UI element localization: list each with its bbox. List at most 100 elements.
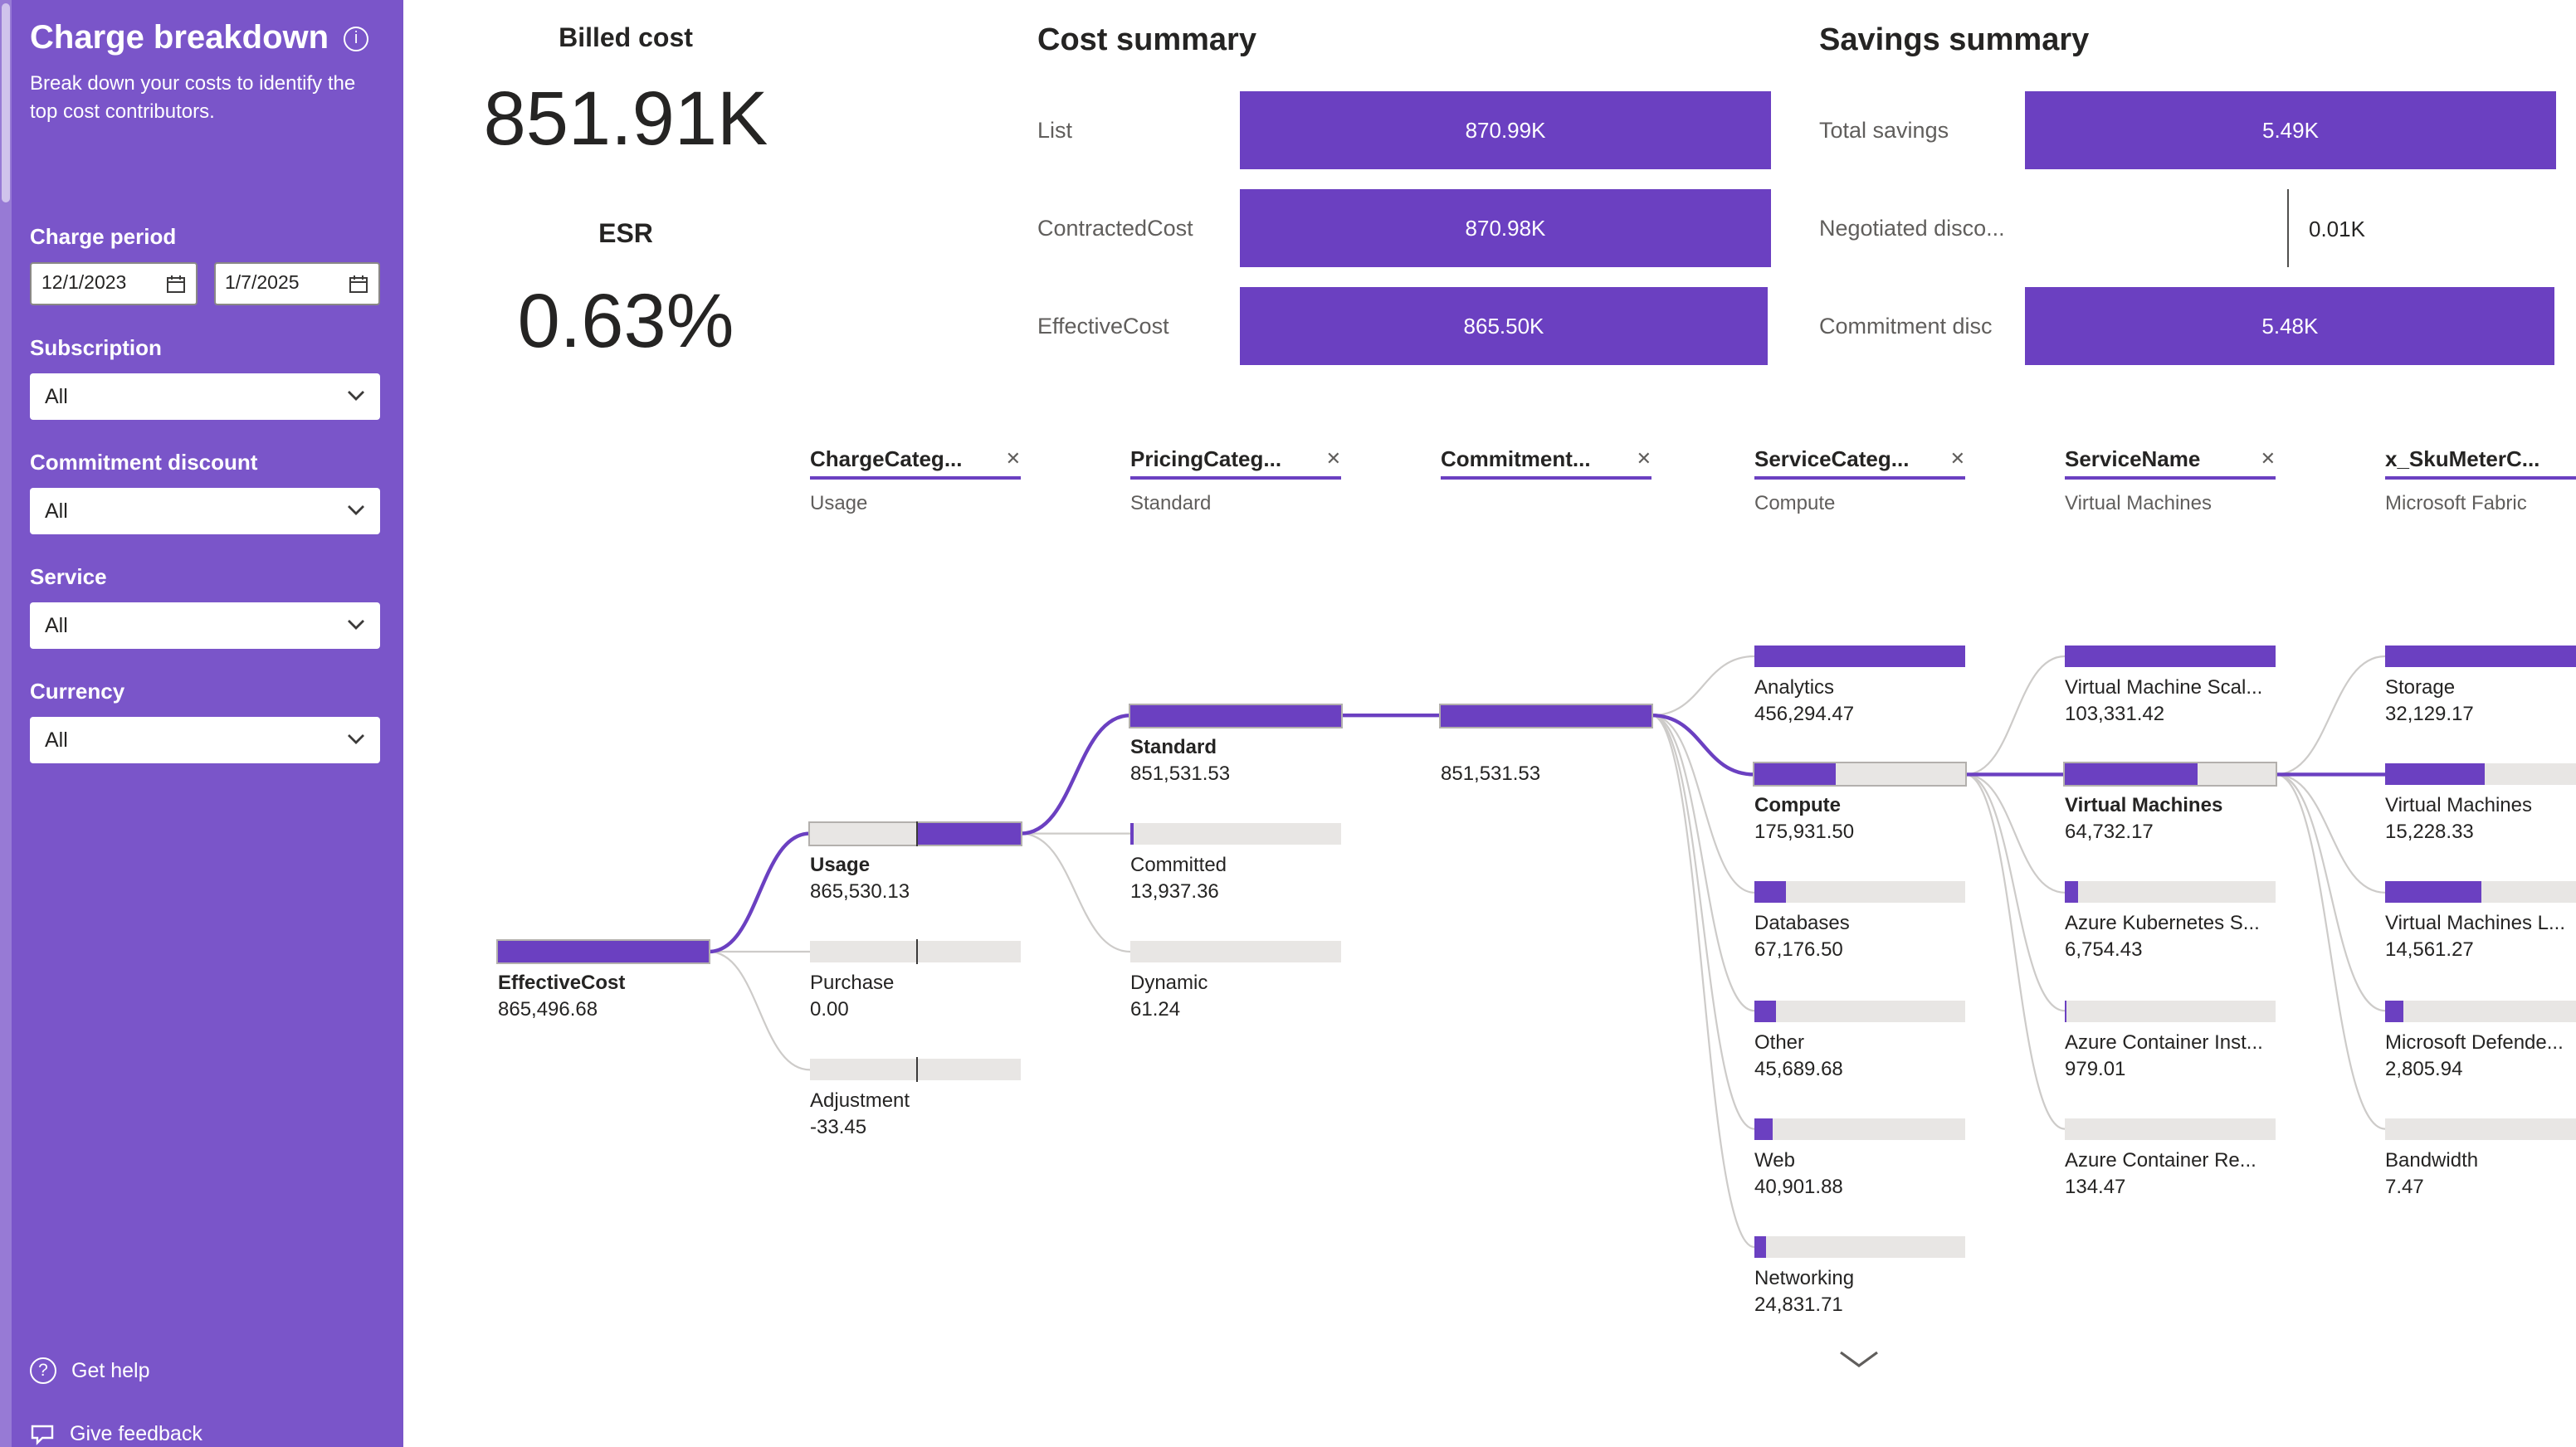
tree-field-header[interactable]: ServiceCateg... ✕ Compute [1754,446,1965,514]
tree-node-bar[interactable] [2385,881,2576,904]
cost-summary-row-label: ContractedCost [1037,216,1193,241]
tree-node-bar[interactable] [1754,646,1965,667]
tree-node[interactable]: Virtual Machines L... 14,561.27 [2385,881,2576,963]
savings-summary-bar[interactable]: 5.49K [2025,91,2556,169]
tree-node[interactable]: Azure Container Inst... 979.01 [2065,1000,2276,1081]
tree-node-value: 13,937.36 [1130,879,1219,903]
tree-field-header[interactable]: x_SkuMeterC...✕ Microsoft Fabric [2385,446,2576,514]
tree-field-header[interactable]: PricingCateg... ✕ Standard [1130,446,1341,514]
tree-node-bar[interactable] [1754,1000,1965,1022]
tree-node-bar-fill [1130,704,1341,727]
currency-dropdown[interactable]: All [30,716,380,763]
tree-node[interactable]: Networking 24,831.71 [1754,1236,1965,1318]
tree-node-bar[interactable] [1754,1236,1965,1258]
calendar-icon[interactable] [165,273,185,293]
tree-node-value: -33.45 [810,1115,867,1139]
commitment-discount-dropdown[interactable]: All [30,487,380,534]
tree-node-label [1441,733,1651,759]
tree-node[interactable]: 851,531.53 [1441,704,1651,786]
esr-label: ESR [598,221,653,249]
tree-node-bar[interactable] [1130,822,1341,845]
tree-node-bar[interactable] [810,821,1021,846]
tree-node[interactable]: Web 40,901.88 [1754,1118,1965,1200]
subscription-dropdown[interactable]: All [30,373,380,420]
tree-node[interactable]: Virtual Machine Scal... 103,331.42 [2065,646,2276,727]
get-help-label: Get help [71,1359,150,1382]
close-icon[interactable]: ✕ [1005,450,1021,470]
tree-field-label: x_SkuMeterC... [2385,446,2540,471]
tree-node-bar[interactable] [498,941,709,962]
zero-baseline [2287,189,2289,267]
tree-node[interactable]: Usage 865,530.13 [810,821,1021,904]
tree-node[interactable]: Storage 32,129.17 [2385,646,2576,727]
tree-field-header[interactable]: Commitment... ✕ [1441,446,1651,514]
tree-node-bar[interactable] [2065,1118,2276,1140]
savings-summary-bar[interactable]: 5.48K [2025,287,2555,365]
tree-node-bar[interactable] [1754,881,1965,904]
tree-node-value: 7.47 [2385,1174,2424,1198]
tree-node-bar[interactable] [2065,881,2276,904]
tree-node[interactable]: Azure Kubernetes S... 6,754.43 [2065,881,2276,963]
tree-node-label: Standard [1130,734,1217,758]
start-date-input[interactable]: 12/1/2023 [30,261,197,305]
tree-node-value: 865,530.13 [810,879,910,903]
tree-node[interactable]: Virtual Machines 64,732.17 [2065,763,2276,845]
tree-node-bar[interactable] [2385,763,2576,786]
close-icon[interactable]: ✕ [2260,450,2276,470]
close-icon[interactable]: ✕ [1636,450,1651,470]
cost-summary-bar[interactable]: 865.50K [1240,287,1768,365]
tree-field-header[interactable]: ChargeCateg... ✕ Usage [810,446,1021,514]
tree-node-bar[interactable] [2065,763,2276,786]
tree-node-bar[interactable] [2065,1000,2276,1022]
tree-node-value: 24,831.71 [1754,1293,1843,1316]
tree-node-bar[interactable] [2385,1000,2576,1022]
tree-node-bar[interactable] [1441,704,1651,727]
tree-node-bar[interactable] [810,939,1021,964]
tree-node[interactable]: Adjustment -33.45 [810,1057,1021,1140]
end-date-input[interactable]: 1/7/2025 [213,261,380,305]
sidebar-scrollbar-thumb[interactable] [2,3,10,202]
cost-summary-bar[interactable]: 870.99K [1240,91,1771,169]
tree-node-bar[interactable] [1754,1118,1965,1140]
tree-field-selected-value: Virtual Machines [2065,491,2212,514]
tree-field-underline [810,476,1021,480]
close-icon[interactable]: ✕ [1949,450,1965,470]
tree-node-bar[interactable] [1754,763,1965,786]
sidebar-scrollbar[interactable] [0,0,12,1447]
tree-node[interactable]: Microsoft Defende... 2,805.94 [2385,1000,2576,1081]
get-help-link[interactable]: ? Get help [30,1357,150,1384]
tree-node[interactable]: Compute 175,931.50 [1754,763,1965,845]
close-icon[interactable]: ✕ [1325,450,1341,470]
service-dropdown[interactable]: All [30,602,380,649]
cost-summary-bar[interactable]: 870.98K [1240,189,1771,267]
tree-node-value: 40,901.88 [1754,1174,1843,1198]
expand-level-button[interactable] [1829,1344,1889,1374]
filter-list: Subscription All Commitment discount All Ser… [30,334,380,763]
tree-node-label: Databases [1754,911,1850,935]
tree-node[interactable]: Databases 67,176.50 [1754,881,1965,963]
savings-summary-row: Negotiated disco... 0.01K [1819,189,2556,267]
tree-node[interactable]: Virtual Machines 15,228.33 [2385,763,2576,845]
tree-node-bar[interactable] [2065,646,2276,667]
tree-node[interactable]: Analytics 456,294.47 [1754,646,1965,727]
tree-node[interactable]: Other 45,689.68 [1754,1000,1965,1081]
calendar-icon[interactable] [349,273,368,293]
give-feedback-link[interactable]: Give feedback [30,1422,202,1445]
info-icon[interactable]: i [344,27,369,51]
tree-node[interactable]: Purchase 0.00 [810,939,1021,1022]
tree-node-label: Committed [1130,852,1227,876]
tree-node[interactable]: Standard 851,531.53 [1130,704,1341,786]
page-subtitle: Break down your costs to identify the to… [30,71,356,123]
tree-node-bar[interactable] [2385,646,2576,667]
tree-node[interactable]: EffectiveCost 865,496.68 [498,941,709,1022]
tree-node-bar[interactable] [2385,1118,2576,1140]
tree-node-bar[interactable] [1130,704,1341,727]
tree-node[interactable]: Committed 13,937.36 [1130,822,1341,904]
tree-field-header[interactable]: ServiceName ✕ Virtual Machines [2065,446,2276,514]
tree-node-bar[interactable] [1130,941,1341,962]
tree-node[interactable]: Bandwidth 7.47 [2385,1118,2576,1200]
tree-node[interactable]: Dynamic 61.24 [1130,941,1341,1022]
tree-node[interactable]: Azure Container Re... 134.47 [2065,1118,2276,1200]
tree-node-bar[interactable] [810,1057,1021,1083]
